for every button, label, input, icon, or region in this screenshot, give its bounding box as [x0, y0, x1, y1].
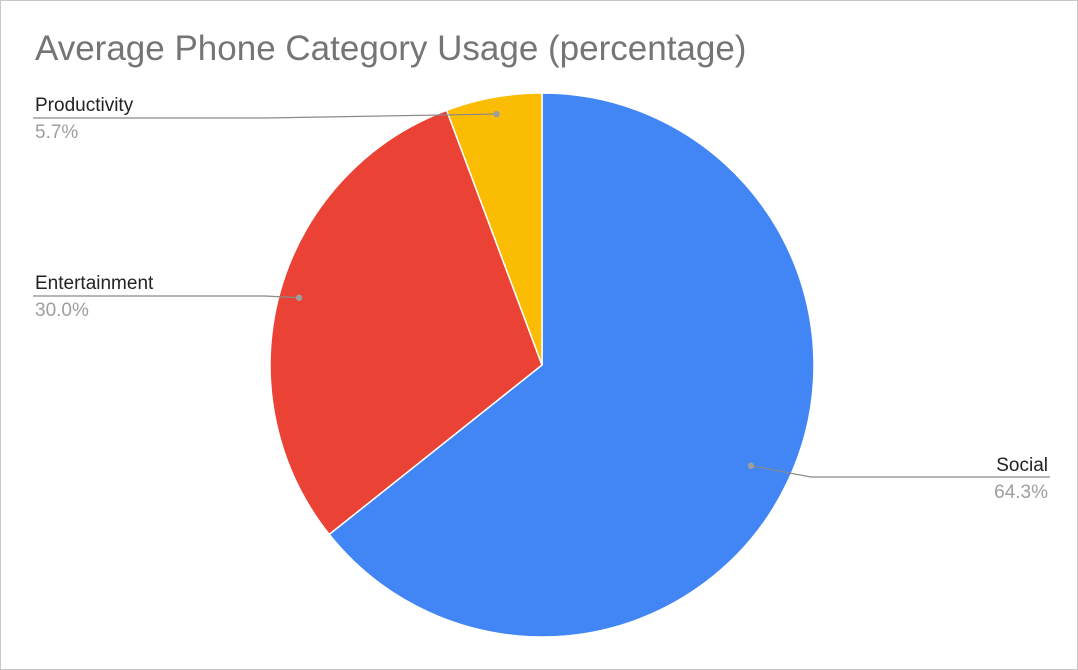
pie-slice-social [328, 92, 815, 638]
leader-dot-entertainment [295, 294, 303, 301]
leader-line-entertainment [33, 295, 300, 299]
leader-line-social [750, 465, 1050, 478]
slice-value-social: 64.3% [994, 482, 1048, 503]
pie-slice-productivity [445, 92, 543, 366]
leader-dot-social [747, 462, 755, 469]
chart-title: Average Phone Category Usage (percentage… [35, 29, 747, 68]
labels-layer: Social 64.3% Entertainment 30.0% Productivit… [33, 95, 1050, 503]
slice-label-social: Social [996, 455, 1048, 476]
leader-line-productivity [33, 113, 497, 119]
slices-layer [269, 92, 815, 638]
slice-label-productivity: Productivity [35, 95, 134, 116]
slice-label-entertainment: Entertainment [35, 273, 154, 294]
slice-value-productivity: 5.7% [35, 122, 78, 143]
leader-dot-productivity [493, 110, 500, 118]
pie-slice-entertainment [269, 109, 543, 536]
slice-value-entertainment: 30.0% [35, 300, 89, 321]
